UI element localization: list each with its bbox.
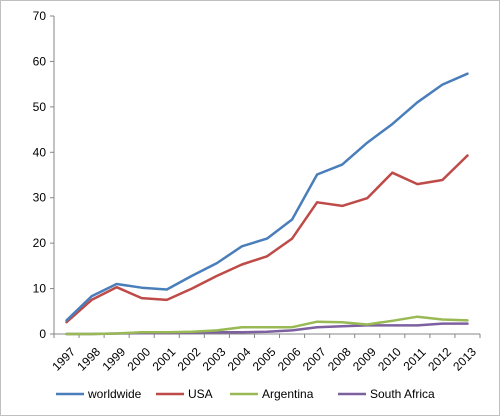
axes	[53, 16, 480, 335]
x-tick-label: 2007	[300, 345, 329, 374]
x-tick-label: 2010	[375, 345, 404, 374]
x-tick-label: 2000	[124, 345, 153, 374]
y-tick-label: 60	[33, 54, 47, 68]
y-tick-label: 10	[33, 282, 47, 296]
y-tick-label: 40	[33, 145, 47, 159]
x-tick-label: 2001	[150, 345, 179, 374]
x-tick-label: 2002	[175, 345, 204, 374]
x-tick-label: 1998	[74, 345, 103, 374]
x-tick-label: 2008	[325, 345, 354, 374]
x-tick-label: 2006	[275, 345, 304, 374]
legend-label-usa: USA	[188, 387, 213, 401]
series-line-usa	[65, 154, 469, 324]
x-tick-label: 1999	[99, 345, 128, 374]
y-tick-label: 20	[33, 236, 47, 250]
legend-label-south-africa: South Africa	[370, 387, 435, 401]
y-axis-ticks: 0 10 20 30 40 50 60 70	[33, 9, 54, 341]
y-tick-label: 30	[33, 191, 47, 205]
series-line-worldwide	[65, 72, 469, 322]
legend-label-worldwide: worldwide	[87, 387, 142, 401]
x-axis-ticks: 1997199819992000200120022003200420052006…	[49, 334, 481, 374]
legend: worldwide USA Argentina South Africa	[56, 387, 435, 401]
y-tick-label: 50	[33, 100, 47, 114]
y-tick-label: 70	[33, 9, 47, 23]
x-tick-label: 1997	[49, 345, 78, 374]
series-line-argentina	[65, 315, 469, 336]
x-tick-label: 2003	[200, 345, 229, 374]
x-tick-label: 2004	[225, 345, 254, 374]
x-tick-label: 2013	[450, 345, 479, 374]
series-lines	[65, 72, 469, 336]
x-tick-label: 2005	[250, 345, 279, 374]
legend-label-argentina: Argentina	[262, 387, 314, 401]
x-tick-label: 2012	[425, 345, 454, 374]
y-tick-label: 0	[39, 327, 46, 341]
x-tick-label: 2009	[350, 345, 379, 374]
x-tick-label: 2011	[400, 345, 428, 373]
